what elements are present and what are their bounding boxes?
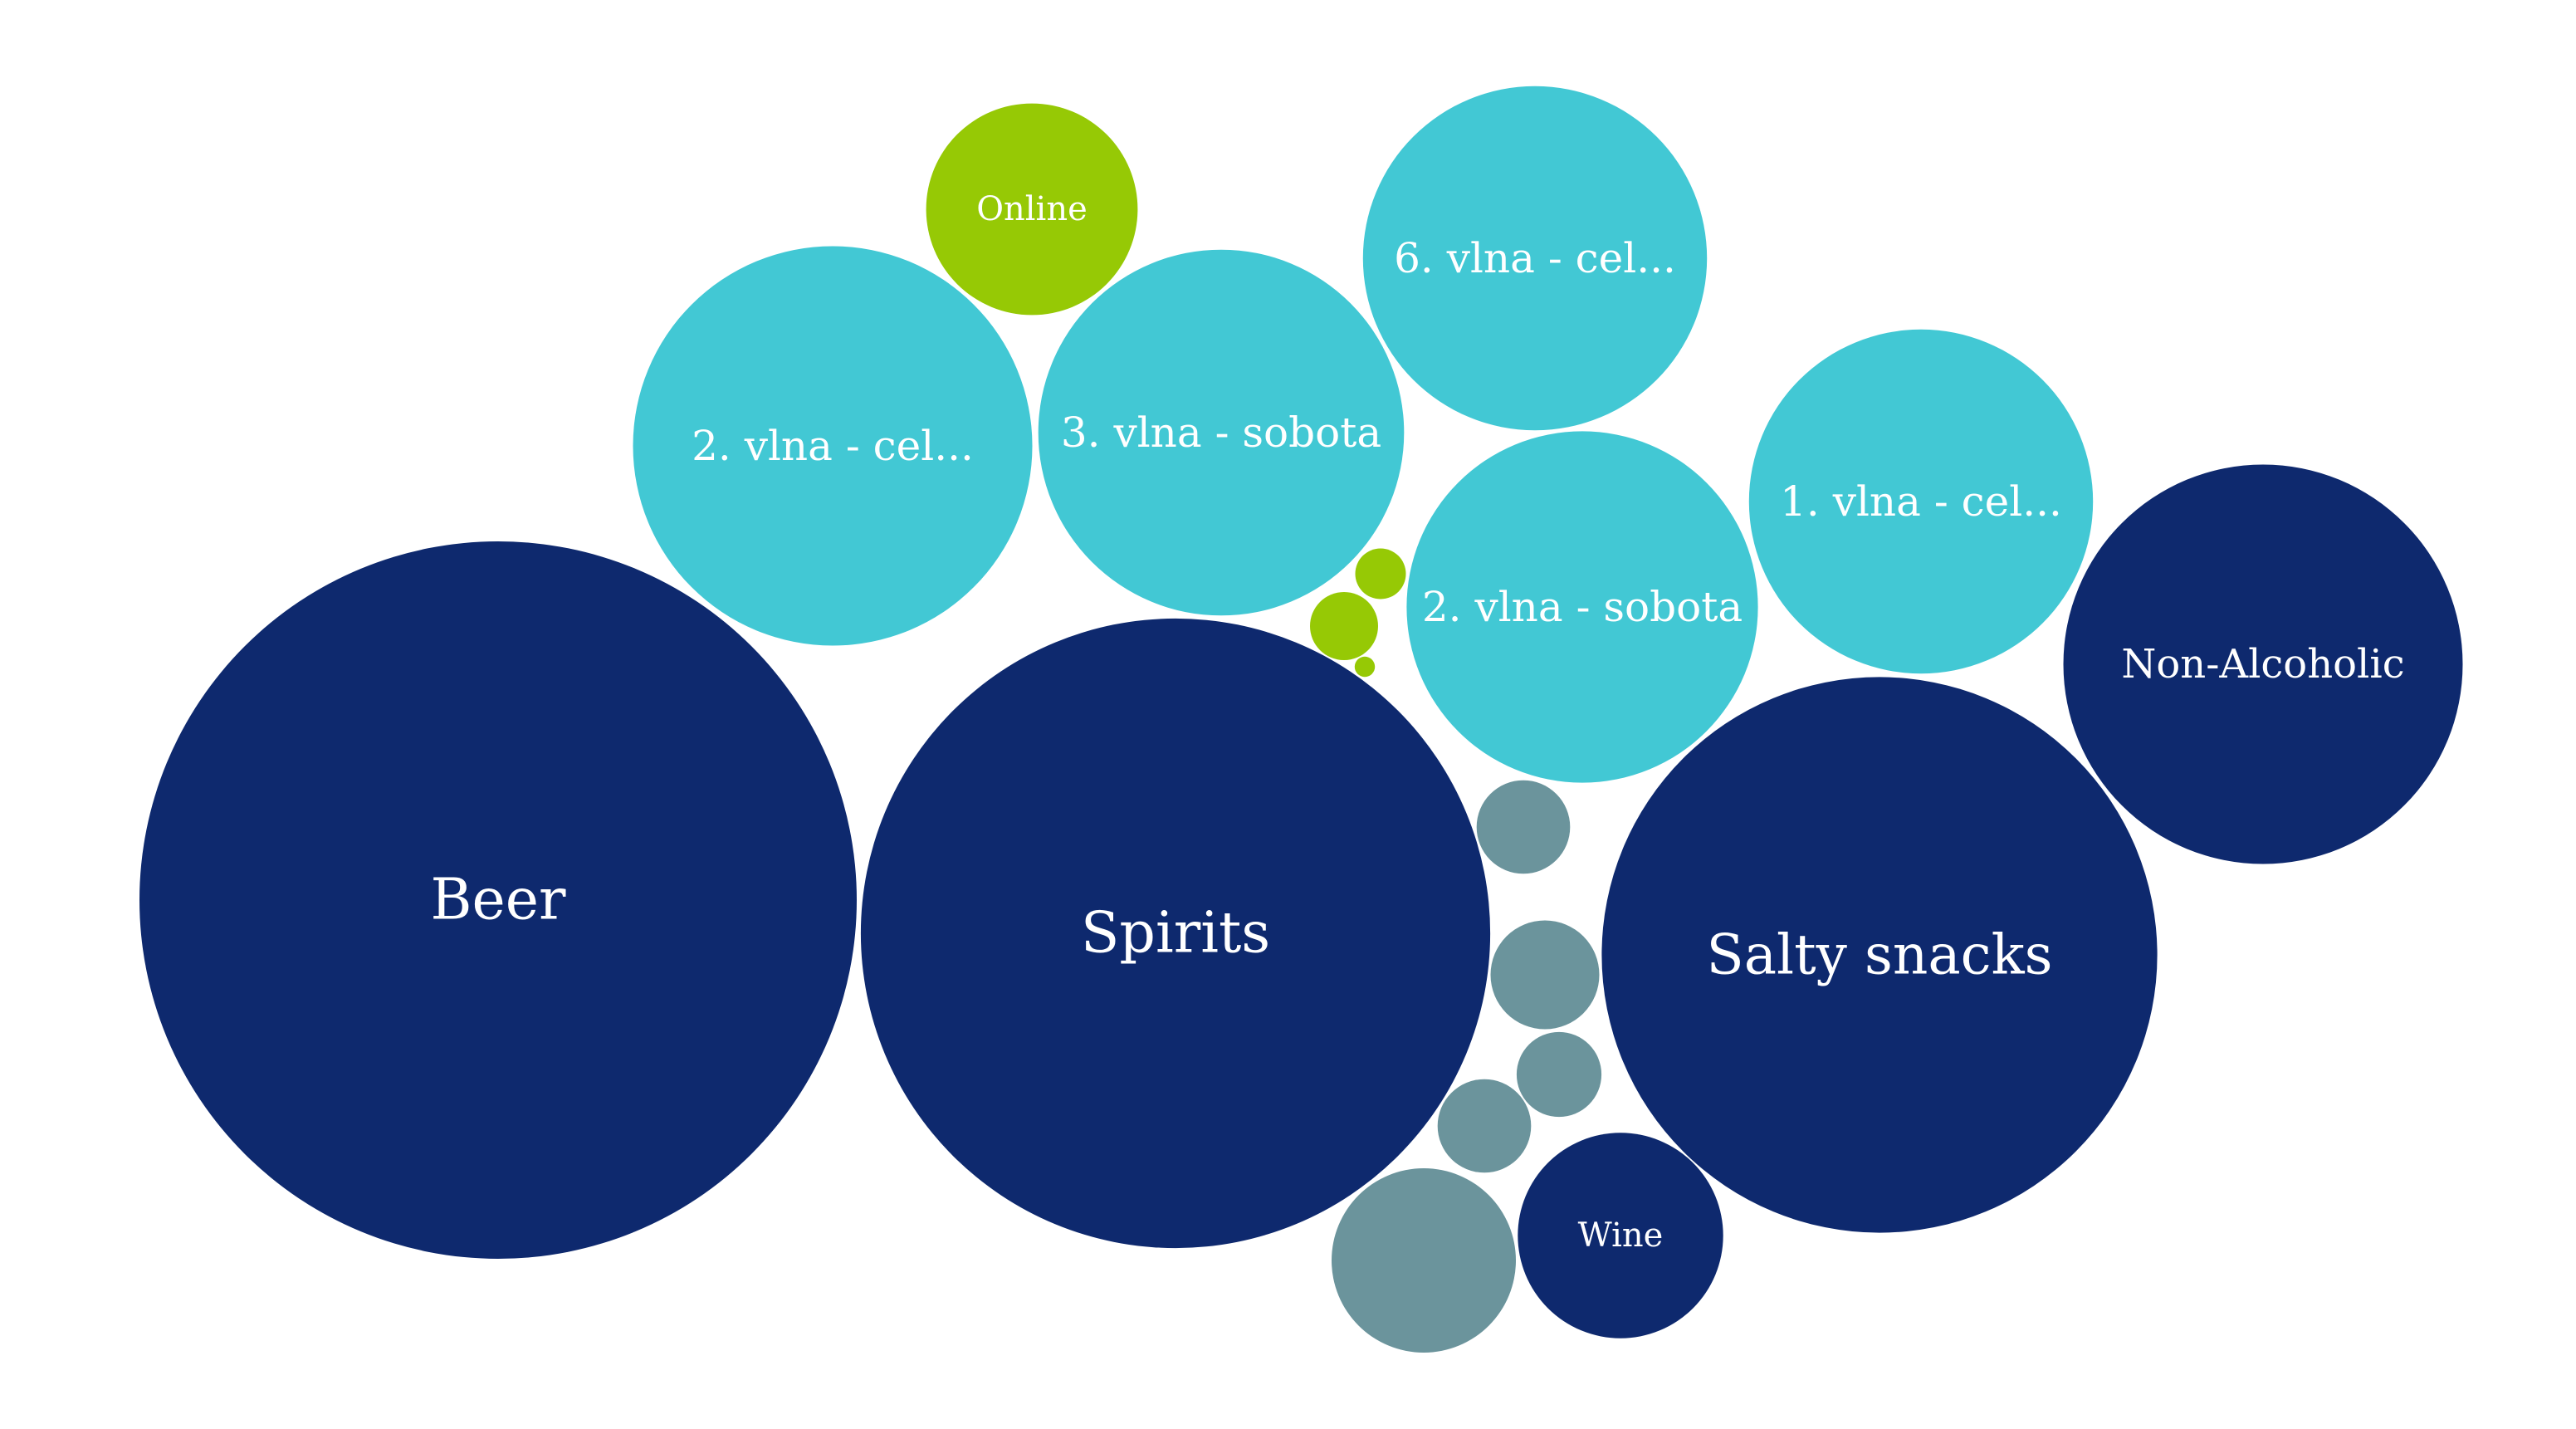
bubble-2-vlna-cel-label: 2. vlna - cel...	[692, 422, 974, 470]
bubble-wine-label: Wine	[1578, 1216, 1664, 1255]
bubble-unlabeled-14-circle[interactable]	[1354, 656, 1376, 678]
bubble-wine-circle[interactable]	[1518, 1133, 1723, 1338]
bubble-unlabeled-12[interactable]	[1355, 548, 1406, 599]
bubble-beer-label: Beer	[431, 868, 566, 933]
bubble-non-alcoholic-circle[interactable]	[2063, 464, 2463, 864]
bubble-unlabeled-13[interactable]	[1310, 592, 1378, 660]
bubble-6-vlna-cel-label: 6. vlna - cel...	[1394, 234, 1676, 282]
bubble-2-vlna-sobota-circle[interactable]	[1406, 431, 1758, 783]
bubble-spirits-circle[interactable]	[860, 618, 1491, 1249]
bubble-unlabeled-15[interactable]	[1476, 780, 1571, 874]
bubble-spirits-label: Spirits	[1081, 901, 1270, 967]
bubble-unlabeled-19[interactable]	[1332, 1168, 1516, 1353]
bubble-unlabeled-12-circle[interactable]	[1355, 548, 1406, 599]
bubble-online[interactable]: Online	[926, 103, 1138, 316]
bubble-beer-circle[interactable]	[139, 541, 857, 1259]
bubble-unlabeled-17[interactable]	[1516, 1031, 1602, 1118]
bubble-1-vlna-cel-label: 1. vlna - cel...	[1780, 477, 2062, 526]
bubble-salty-snacks[interactable]: Salty snacks	[1601, 677, 2158, 1233]
bubble-unlabeled-16-circle[interactable]	[1490, 920, 1600, 1030]
bubble-2-vlna-cel[interactable]: 2. vlna - cel...	[633, 246, 1033, 646]
bubble-2-vlna-sobota[interactable]: 2. vlna - sobota	[1406, 431, 1758, 783]
bubble-salty-snacks-circle[interactable]	[1601, 677, 2158, 1233]
bubble-unlabeled-14[interactable]	[1354, 656, 1376, 678]
bubble-online-label: Online	[976, 190, 1088, 228]
bubble-non-alcoholic-label: Non-Alcoholic	[2121, 641, 2404, 688]
bubble-online-circle[interactable]	[926, 103, 1138, 316]
bubble-spirits[interactable]: Spirits	[860, 618, 1491, 1249]
bubble-3-vlna-sobota-label: 3. vlna - sobota	[1061, 409, 1381, 457]
bubble-wine[interactable]: Wine	[1518, 1133, 1723, 1338]
bubble-unlabeled-18[interactable]	[1437, 1079, 1532, 1173]
bubble-unlabeled-17-circle[interactable]	[1516, 1031, 1602, 1118]
bubble-salty-snacks-label: Salty snacks	[1706, 923, 2052, 987]
bubble-2-vlna-sobota-label: 2. vlna - sobota	[1422, 583, 1743, 631]
bubble-6-vlna-cel[interactable]: 6. vlna - cel...	[1362, 86, 1708, 431]
bubble-3-vlna-sobota-circle[interactable]	[1038, 249, 1405, 616]
bubble-unlabeled-15-circle[interactable]	[1476, 780, 1571, 874]
bubble-beer[interactable]: Beer	[139, 541, 857, 1259]
bubble-6-vlna-cel-circle[interactable]	[1362, 86, 1708, 431]
bubble-unlabeled-18-circle[interactable]	[1437, 1079, 1532, 1173]
bubble-unlabeled-16[interactable]	[1490, 920, 1600, 1030]
bubble-2-vlna-cel-circle[interactable]	[633, 246, 1033, 646]
bubble-1-vlna-cel-circle[interactable]	[1748, 329, 2094, 674]
bubble-3-vlna-sobota[interactable]: 3. vlna - sobota	[1038, 249, 1405, 616]
bubble-1-vlna-cel[interactable]: 1. vlna - cel...	[1748, 329, 2094, 674]
bubble-unlabeled-13-circle[interactable]	[1310, 592, 1378, 660]
bubble-unlabeled-19-circle[interactable]	[1332, 1168, 1516, 1353]
bubble-non-alcoholic[interactable]: Non-Alcoholic	[2063, 464, 2463, 864]
